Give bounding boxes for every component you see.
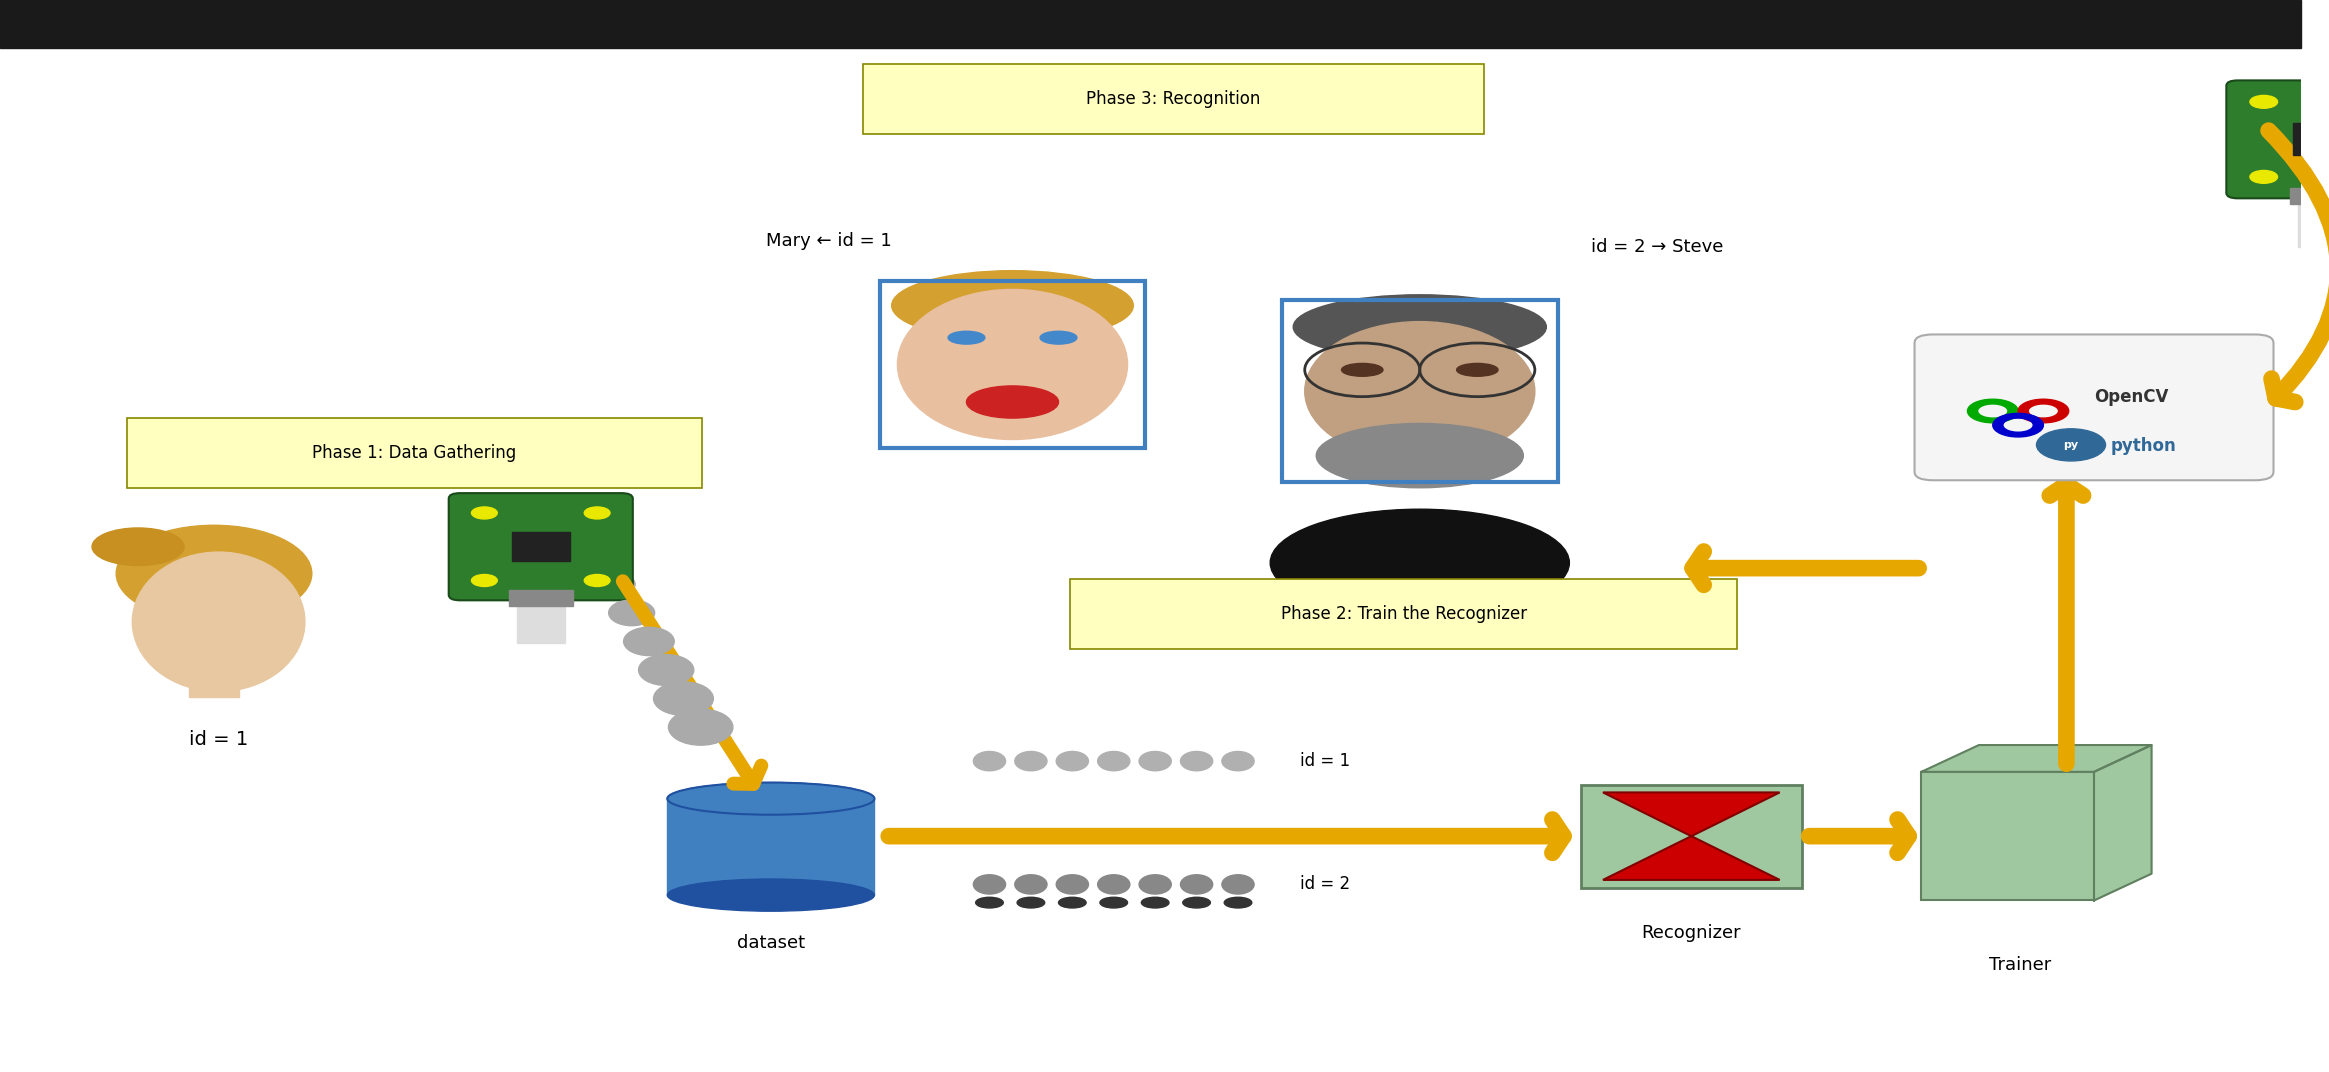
Ellipse shape bbox=[1342, 363, 1383, 376]
Ellipse shape bbox=[1304, 322, 1535, 461]
Ellipse shape bbox=[1099, 897, 1127, 908]
Wedge shape bbox=[2019, 399, 2068, 422]
Ellipse shape bbox=[1456, 363, 1498, 376]
Text: Recognizer: Recognizer bbox=[1642, 924, 1742, 941]
Ellipse shape bbox=[1223, 875, 1253, 894]
Text: dataset: dataset bbox=[736, 935, 806, 952]
Ellipse shape bbox=[1015, 875, 1048, 894]
Wedge shape bbox=[1994, 414, 2043, 437]
Ellipse shape bbox=[668, 879, 873, 911]
Bar bbox=[1581, 785, 1803, 888]
Ellipse shape bbox=[976, 897, 1004, 908]
Text: py: py bbox=[2063, 440, 2077, 450]
Bar bbox=[2294, 123, 2329, 155]
Polygon shape bbox=[1921, 745, 2152, 772]
Ellipse shape bbox=[1293, 295, 1546, 359]
Ellipse shape bbox=[608, 600, 654, 626]
Bar bbox=[2299, 193, 2329, 247]
Polygon shape bbox=[1602, 836, 1779, 880]
Ellipse shape bbox=[624, 627, 673, 656]
Text: Mary ← id = 1: Mary ← id = 1 bbox=[766, 233, 892, 250]
Text: OpenCV: OpenCV bbox=[2094, 388, 2168, 405]
Ellipse shape bbox=[897, 289, 1127, 440]
Circle shape bbox=[2250, 95, 2278, 108]
Ellipse shape bbox=[967, 386, 1057, 418]
Text: id = 2 → Steve: id = 2 → Steve bbox=[1591, 238, 1723, 255]
Ellipse shape bbox=[1181, 875, 1213, 894]
Bar bbox=[512, 533, 571, 562]
Ellipse shape bbox=[1225, 897, 1251, 908]
Ellipse shape bbox=[1057, 751, 1088, 771]
Text: id = 2: id = 2 bbox=[1300, 876, 1351, 893]
Bar bbox=[189, 654, 240, 697]
Polygon shape bbox=[2094, 745, 2152, 900]
Ellipse shape bbox=[1097, 875, 1130, 894]
Ellipse shape bbox=[1139, 875, 1171, 894]
Text: Phase 3: Recognition: Phase 3: Recognition bbox=[1085, 90, 1260, 108]
Ellipse shape bbox=[638, 655, 694, 685]
Wedge shape bbox=[1968, 399, 2019, 422]
Circle shape bbox=[2036, 429, 2105, 461]
FancyBboxPatch shape bbox=[1069, 579, 1737, 649]
FancyBboxPatch shape bbox=[2227, 80, 2329, 198]
Ellipse shape bbox=[1057, 875, 1088, 894]
Text: Phase 2: Train the Recognizer: Phase 2: Train the Recognizer bbox=[1281, 605, 1528, 623]
Ellipse shape bbox=[974, 751, 1006, 771]
Ellipse shape bbox=[974, 875, 1006, 894]
Ellipse shape bbox=[1139, 751, 1171, 771]
Ellipse shape bbox=[1223, 751, 1253, 771]
Text: Phase 1: Data Gathering: Phase 1: Data Gathering bbox=[312, 444, 517, 462]
FancyBboxPatch shape bbox=[1921, 772, 2094, 900]
Text: id = 1: id = 1 bbox=[189, 730, 249, 749]
FancyBboxPatch shape bbox=[449, 493, 633, 600]
Circle shape bbox=[470, 507, 498, 519]
Ellipse shape bbox=[948, 331, 985, 344]
Polygon shape bbox=[1602, 792, 1779, 836]
Text: Trainer: Trainer bbox=[1989, 956, 2052, 973]
Bar bbox=[508, 590, 573, 606]
Ellipse shape bbox=[1018, 897, 1046, 908]
Ellipse shape bbox=[668, 783, 873, 815]
Circle shape bbox=[470, 575, 498, 586]
Ellipse shape bbox=[1015, 751, 1048, 771]
Bar bbox=[880, 281, 1146, 448]
Circle shape bbox=[2250, 170, 2278, 183]
Ellipse shape bbox=[93, 528, 184, 566]
Bar bbox=[1281, 300, 1558, 482]
Bar bbox=[517, 595, 566, 643]
Text: python: python bbox=[2110, 437, 2175, 455]
Ellipse shape bbox=[1041, 331, 1076, 344]
Ellipse shape bbox=[116, 525, 312, 622]
Ellipse shape bbox=[1097, 751, 1130, 771]
Ellipse shape bbox=[668, 710, 734, 745]
Ellipse shape bbox=[133, 552, 305, 691]
FancyBboxPatch shape bbox=[1914, 334, 2273, 480]
Ellipse shape bbox=[892, 270, 1134, 340]
Ellipse shape bbox=[1181, 751, 1213, 771]
Circle shape bbox=[585, 507, 610, 519]
Ellipse shape bbox=[1183, 897, 1211, 908]
Ellipse shape bbox=[1316, 423, 1523, 488]
Bar bbox=[0, 0, 2301, 48]
Ellipse shape bbox=[1057, 897, 1085, 908]
Ellipse shape bbox=[594, 572, 636, 596]
Ellipse shape bbox=[1141, 897, 1169, 908]
FancyBboxPatch shape bbox=[864, 64, 1484, 134]
Bar bbox=[2289, 188, 2329, 204]
Text: id = 1: id = 1 bbox=[1300, 753, 1351, 770]
Ellipse shape bbox=[1269, 509, 1570, 616]
Bar bbox=[668, 799, 873, 895]
Circle shape bbox=[585, 575, 610, 586]
FancyBboxPatch shape bbox=[126, 418, 701, 488]
Ellipse shape bbox=[654, 682, 713, 715]
